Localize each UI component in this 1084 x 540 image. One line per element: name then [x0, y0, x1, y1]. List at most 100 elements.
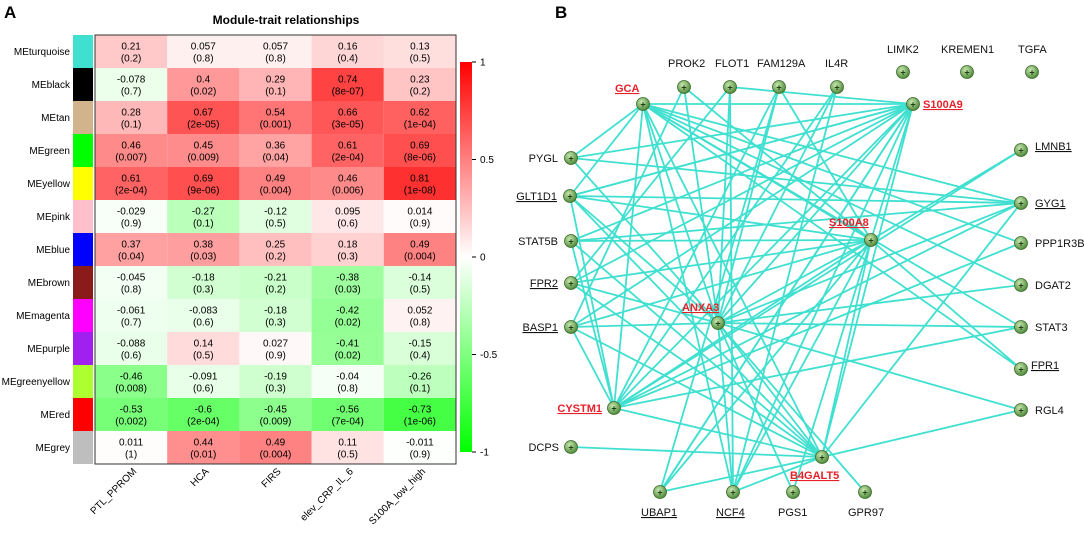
- network-edge: [570, 240, 823, 458]
- node-label: FLOT1: [715, 58, 749, 70]
- node-label: GPR97: [848, 507, 884, 519]
- row-label: MEbrown: [28, 278, 70, 289]
- cell-correlation: -0.45: [264, 405, 287, 416]
- row-label: MEturquoise: [14, 47, 71, 58]
- node-marker: [564, 320, 578, 334]
- network-edges: [569, 86, 1022, 493]
- network-node: + RGL4: [1014, 403, 1064, 417]
- cell-pvalue: (0.9): [410, 450, 431, 461]
- node-label: S100A9: [923, 99, 963, 111]
- node-plus-icon: +: [568, 153, 573, 163]
- colorbar-ticks: 1 0.5 0 -0.5 -1: [472, 58, 498, 459]
- network-edge: [569, 103, 644, 197]
- cell-pvalue: (0.4): [337, 54, 358, 65]
- node-label: STAT3: [1035, 322, 1068, 334]
- node-label: LMNB1: [1035, 141, 1072, 153]
- heatmap-cell: [239, 68, 312, 101]
- cell-correlation: 0.44: [194, 438, 214, 449]
- node-marker: [1014, 236, 1028, 250]
- network-edge: [717, 86, 780, 324]
- row-label: MEblack: [32, 80, 71, 91]
- heatmap-cell: [383, 266, 456, 299]
- heatmap-cell: [239, 101, 312, 134]
- module-color-swatches: [73, 35, 93, 464]
- network-edge: [729, 86, 734, 493]
- cell-pvalue: (0.001): [260, 120, 292, 131]
- cell-correlation: 0.74: [338, 75, 358, 86]
- module-swatch: [73, 266, 93, 299]
- network-edge: [570, 103, 644, 159]
- node-plus-icon: +: [681, 82, 686, 92]
- heatmap-cell: [95, 365, 168, 398]
- heatmap-cell: [167, 365, 240, 398]
- cell-correlation: 0.46: [338, 174, 358, 185]
- network-edge: [570, 446, 823, 458]
- cell-correlation: 0.057: [263, 42, 288, 53]
- heatmap-cell: [95, 35, 168, 68]
- heatmap-cell: [383, 134, 456, 167]
- node-label: UBAP1: [641, 507, 677, 519]
- node-plus-icon: +: [910, 99, 915, 109]
- node-marker: [1014, 278, 1028, 292]
- node-label: CYSTM1: [557, 403, 602, 415]
- node-marker: [726, 485, 740, 499]
- network-node: + GYG1: [1014, 196, 1066, 210]
- cell-correlation: 0.69: [410, 141, 430, 152]
- cell-pvalue: (0.01): [190, 450, 216, 461]
- cell-pvalue: (0.04): [118, 252, 144, 263]
- cell-correlation: 0.057: [191, 42, 216, 53]
- heatmap-cell: [167, 35, 240, 68]
- node-label: LIMK2: [887, 44, 919, 56]
- cell-pvalue: (0.6): [121, 351, 142, 362]
- network-node: + DGAT2: [1014, 278, 1071, 292]
- cell-correlation: 0.36: [266, 141, 286, 152]
- heatmap-cell: [167, 266, 240, 299]
- node-label: TGFA: [1018, 44, 1047, 56]
- network-edge: [821, 202, 1022, 458]
- colorbar-tick-label: 0: [480, 253, 486, 264]
- cell-correlation: 0.38: [194, 240, 214, 251]
- cell-correlation: -0.091: [189, 372, 218, 383]
- cell-correlation: -0.029: [117, 207, 146, 218]
- cell-pvalue: (0.2): [121, 54, 142, 65]
- heatmap-cell: [311, 167, 384, 200]
- heatmap-cell: [95, 398, 168, 431]
- node-label: RGL4: [1035, 405, 1064, 417]
- row-labels: MEturquoise MEblack MEtan MEgreen MEyellow ME…: [2, 47, 71, 454]
- heatmap-cell: [239, 398, 312, 431]
- network-edge: [570, 202, 1022, 242]
- network-node: + FAM129A: [757, 58, 806, 94]
- cell-correlation: -0.38: [336, 273, 359, 284]
- network-edge: [613, 149, 1022, 409]
- node-label: KREMEN1: [941, 44, 994, 56]
- cell-pvalue: (0.009): [187, 153, 219, 164]
- row-label: MEgreen: [29, 146, 70, 157]
- node-label: FPR1: [1031, 360, 1059, 372]
- cell-correlation: -0.56: [336, 405, 359, 416]
- node-marker: [815, 450, 829, 464]
- heatmap-cell: [95, 134, 168, 167]
- heatmap-cell: [95, 332, 168, 365]
- heatmap-cell: [167, 431, 240, 464]
- node-marker: [564, 151, 578, 165]
- cell-correlation: 0.45: [194, 141, 214, 152]
- heatmap-cell: [95, 167, 168, 200]
- heatmap-cell: [383, 200, 456, 233]
- cell-pvalue: (0.9): [410, 219, 431, 230]
- heatmap-cell: [311, 200, 384, 233]
- network-edge: [570, 240, 615, 409]
- heatmap-cells: 0.21(0.2)0.057(0.8)0.057(0.8)0.16(0.4)0.…: [95, 35, 456, 464]
- network-node: + GLT1D1: [516, 189, 577, 203]
- network-edge: [732, 86, 838, 493]
- cell-pvalue: (0.006): [332, 186, 364, 197]
- heatmap-cell: [311, 101, 384, 134]
- node-marker: [1014, 362, 1028, 376]
- node-marker: [564, 234, 578, 248]
- node-label: NCF4: [716, 507, 745, 519]
- heatmap-cell: [95, 200, 168, 233]
- cell-pvalue: (0.5): [410, 285, 431, 296]
- network-edge: [613, 202, 1022, 409]
- column-label: S100A_low_high: [367, 466, 428, 527]
- cell-pvalue: (0.004): [260, 450, 292, 461]
